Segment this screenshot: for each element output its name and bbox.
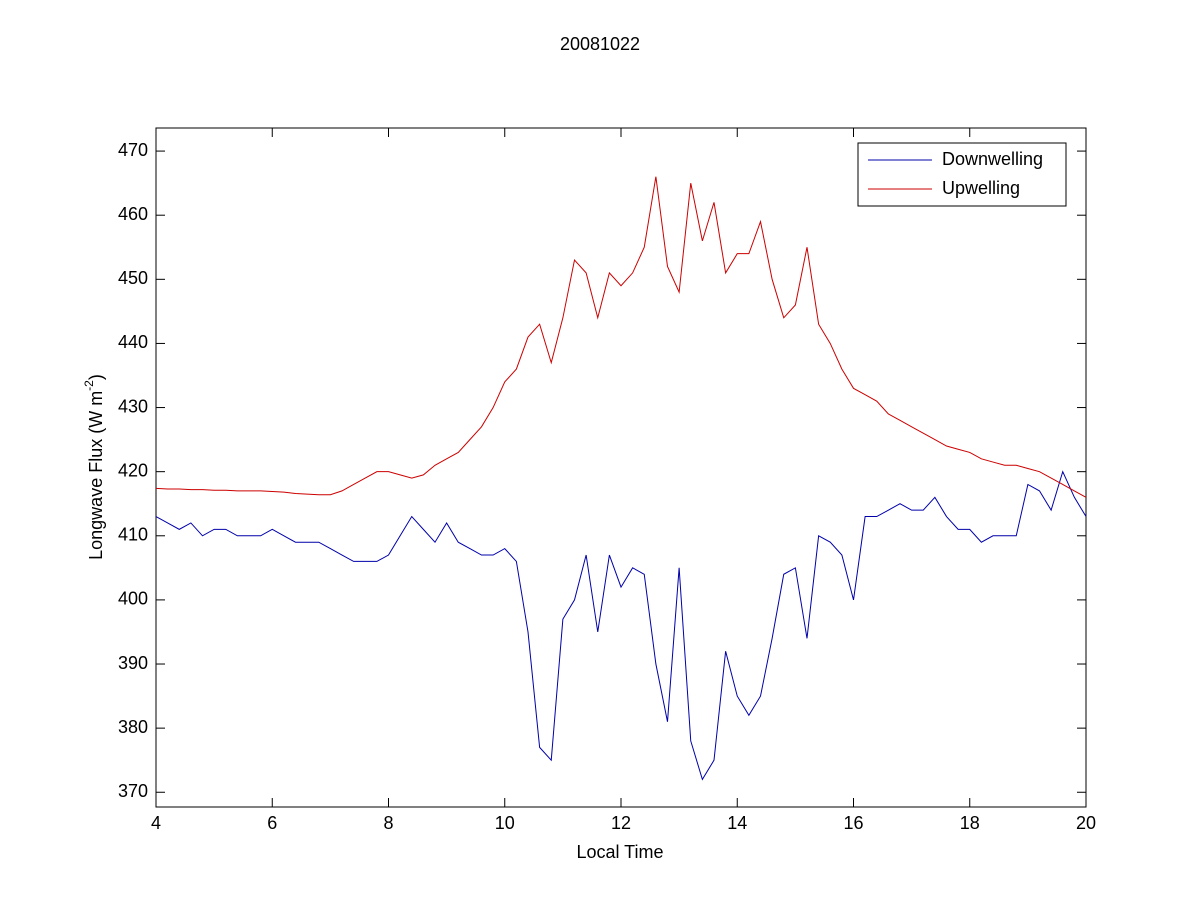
y-axis-label-sup: -2 <box>82 380 96 391</box>
x-tick-label: 16 <box>843 813 863 833</box>
x-tick-label: 20 <box>1076 813 1096 833</box>
y-tick-label: 410 <box>118 525 148 545</box>
x-tick-label: 12 <box>611 813 631 833</box>
legend-label: Upwelling <box>942 178 1020 198</box>
x-axis-label: Local Time <box>576 842 663 862</box>
x-tick-label: 8 <box>383 813 393 833</box>
y-axis-label-suffix: ) <box>86 374 106 380</box>
y-axis-label: Longwave Flux (W m-2) <box>82 374 106 560</box>
data-line <box>155 470 1087 781</box>
x-tick-label: 18 <box>960 813 980 833</box>
x-tick-label: 4 <box>151 813 161 833</box>
y-tick-label: 370 <box>118 781 148 801</box>
legend-box <box>857 142 1067 207</box>
y-tick-label: 420 <box>118 460 148 480</box>
y-tick-label: 430 <box>118 396 148 416</box>
legend-label: Downwelling <box>942 149 1043 169</box>
y-tick-label: 470 <box>118 140 148 160</box>
y-tick-label: 400 <box>118 589 148 609</box>
y-tick-label: 390 <box>118 653 148 673</box>
data-line <box>155 176 1087 498</box>
x-tick-label: 10 <box>495 813 515 833</box>
y-axis-label-text: Longwave Flux (W m <box>86 391 106 560</box>
y-tick-label: 450 <box>118 268 148 288</box>
y-tick-label: 460 <box>118 204 148 224</box>
x-tick-label: 14 <box>727 813 747 833</box>
y-tick-label: 380 <box>118 717 148 737</box>
x-tick-label: 6 <box>267 813 277 833</box>
y-tick-label: 440 <box>118 332 148 352</box>
chart-title: 20081022 <box>560 34 640 54</box>
plot-area <box>155 127 1087 808</box>
